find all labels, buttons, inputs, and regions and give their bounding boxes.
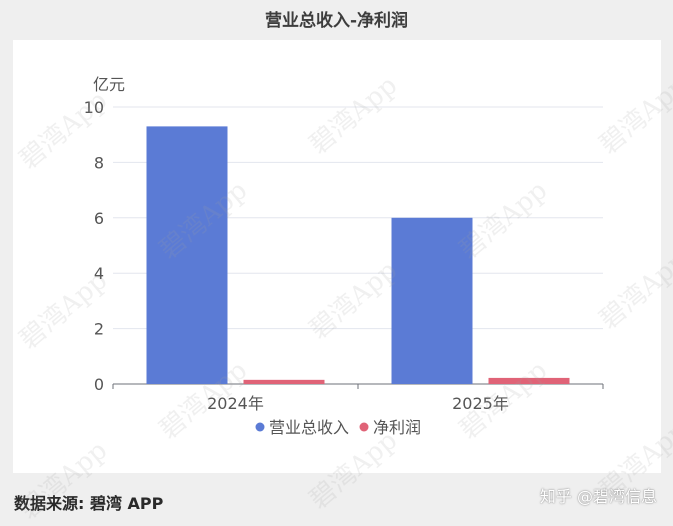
y-tick-label: 10 xyxy=(84,98,104,117)
x-tick-label: 2025年 xyxy=(452,394,509,413)
author-credit: 知乎 @碧湾信息 xyxy=(539,487,657,506)
chart-panel: 0 2 4 6 8 10 亿元 2024年 2025年营业总收入 净利润 xyxy=(13,40,661,473)
y-tick-label: 4 xyxy=(94,264,104,283)
chart-title: 营业总收入-净利润 xyxy=(264,11,409,31)
x-tick-label: 2024年 xyxy=(207,394,264,413)
bar xyxy=(488,377,570,384)
legend-label: 营业总收入 xyxy=(269,418,349,437)
data-source-note: 数据来源: 碧湾 APP xyxy=(14,494,164,513)
y-tick-label: 0 xyxy=(94,375,104,394)
y-tick-label: 2 xyxy=(94,320,104,339)
bar xyxy=(391,217,473,384)
y-axis-label: 亿元 xyxy=(93,75,125,94)
y-tick-label: 8 xyxy=(94,153,104,172)
legend-label: 净利润 xyxy=(373,418,421,437)
bar xyxy=(243,379,325,384)
bar xyxy=(146,126,228,384)
legend-marker xyxy=(255,422,265,432)
y-tick-label: 6 xyxy=(94,209,104,228)
legend-marker xyxy=(359,422,369,432)
